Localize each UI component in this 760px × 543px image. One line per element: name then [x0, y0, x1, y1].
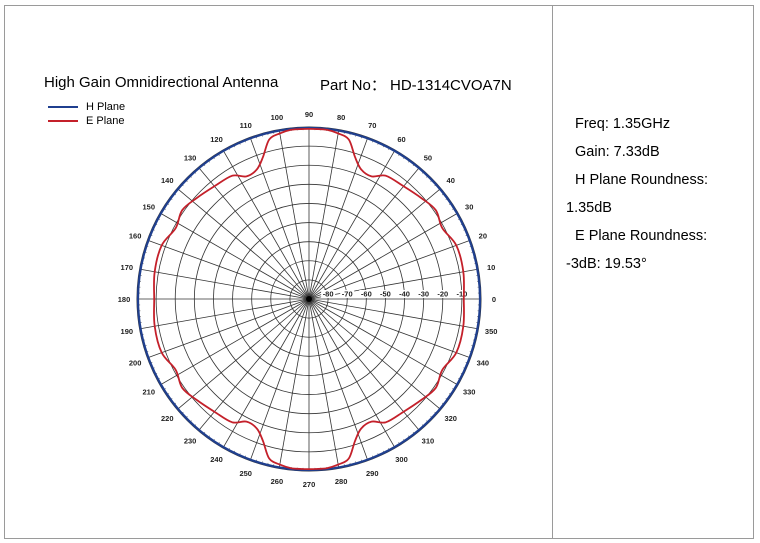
angle-tick-label: 340 — [477, 358, 490, 367]
grid-spoke — [308, 166, 420, 300]
product-title: High Gain Omnidirectional Antenna — [44, 74, 279, 91]
angle-tick-label: 60 — [397, 135, 405, 144]
grid-spoke — [278, 129, 310, 300]
radial-tick-label: -30 — [418, 290, 429, 299]
grid-spoke — [176, 188, 310, 300]
radial-tick-label-bg — [321, 290, 336, 298]
angle-tick-label: 130 — [184, 153, 197, 162]
angle-tick-label: 90 — [305, 110, 313, 119]
angle-tick-label: 70 — [368, 121, 376, 130]
angle-tick-label: 0 — [492, 295, 496, 304]
center-point — [306, 296, 312, 302]
radial-tick-label: -20 — [437, 290, 448, 299]
legend-swatch-h-plane — [48, 106, 78, 108]
radial-tick-label-bg — [416, 290, 431, 298]
panel-divider — [552, 5, 553, 539]
grid-spoke — [176, 298, 310, 410]
grid-spoke — [308, 298, 459, 386]
angle-tick-label: 350 — [485, 327, 498, 336]
legend-item-e-plane: E Plane — [48, 114, 125, 128]
angle-tick-label: 160 — [129, 232, 142, 241]
angle-tick-label: 300 — [395, 455, 408, 464]
grid-spoke — [198, 298, 310, 432]
angle-tick-label: 320 — [444, 414, 457, 423]
radial-tick-label: -70 — [342, 290, 353, 299]
radial-tick-label-bg — [435, 290, 450, 298]
angle-tick-label: 120 — [210, 135, 223, 144]
angle-tick-label: 20 — [479, 232, 487, 241]
grid-spoke — [139, 298, 310, 330]
grid-spoke — [159, 212, 310, 300]
angle-tick-label: 40 — [447, 176, 455, 185]
angle-tick-label: 50 — [424, 153, 432, 162]
angle-tick-label: 140 — [161, 176, 174, 185]
radial-tick-label-bg — [359, 290, 374, 298]
part-number: Part No： HD-1314CVOA7N — [320, 77, 512, 94]
legend-item-h-plane: H Plane — [48, 100, 125, 114]
angle-tick-label: 260 — [271, 477, 284, 486]
grid-spoke — [139, 268, 310, 300]
radial-tick-label-bg — [340, 290, 355, 298]
angle-tick-label: 30 — [465, 203, 473, 212]
grid-spoke — [308, 212, 459, 300]
grid-spoke — [308, 188, 442, 300]
grid-spoke — [308, 129, 340, 300]
angle-tick-label: 270 — [303, 480, 316, 489]
spec-h-roundness-value: 1.35dB — [566, 200, 612, 216]
radial-tick-label-bg — [378, 290, 393, 298]
angle-tick-label: 310 — [422, 437, 435, 446]
spec-e-roundness-value: -3dB: 19.53° — [566, 256, 647, 272]
spec-h-roundness-label: H Plane Roundness: — [575, 172, 708, 188]
angle-tick-label: 280 — [335, 477, 348, 486]
page-frame — [4, 5, 754, 539]
chart-legend: H Plane E Plane — [48, 100, 125, 128]
angle-tick-label: 220 — [161, 414, 174, 423]
spec-gain: Gain: 7.33dB — [575, 144, 660, 160]
radial-tick-label: -10 — [456, 290, 467, 299]
legend-label-h-plane: H Plane — [86, 100, 126, 113]
angle-tick-label: 80 — [337, 113, 345, 122]
radial-tick-label: -60 — [361, 290, 372, 299]
angle-tick-label: 150 — [143, 203, 156, 212]
spec-e-roundness-label: E Plane Roundness: — [575, 228, 708, 244]
angle-tick-label: 330 — [463, 388, 476, 397]
grid-spoke — [308, 298, 420, 432]
angle-tick-label: 180 — [118, 295, 131, 304]
grid-spoke — [159, 298, 310, 386]
angle-tick-label: 190 — [121, 327, 134, 336]
angle-tick-label: 10 — [487, 263, 495, 272]
grid-spoke — [308, 298, 442, 410]
angle-tick-label: 290 — [366, 469, 379, 478]
series-e-plane — [153, 128, 465, 470]
grid-spoke — [308, 268, 479, 300]
radial-tick-label-bg — [454, 290, 469, 298]
grid-spoke — [198, 166, 310, 300]
angle-tick-label: 110 — [240, 121, 252, 130]
grid-spoke — [308, 298, 340, 469]
grid-spoke — [308, 298, 471, 359]
grid-spoke — [308, 239, 471, 300]
angle-tick-label: 100 — [271, 113, 284, 122]
radial-tick-label: -40 — [399, 290, 410, 299]
angle-tick-label: 240 — [210, 455, 223, 464]
angle-tick-label: 230 — [184, 437, 197, 446]
grid-spoke — [147, 239, 310, 300]
grid-spoke — [278, 298, 310, 469]
series-h-plane — [136, 126, 482, 472]
angle-tick-label: 200 — [129, 358, 142, 367]
legend-swatch-e-plane — [48, 120, 78, 122]
grid-spoke — [147, 298, 310, 359]
radial-tick-label-bg — [397, 290, 412, 298]
radial-tick-label: -50 — [380, 290, 391, 299]
grid-spoke — [308, 298, 479, 330]
angle-tick-label: 170 — [121, 263, 134, 272]
polar-chart: 0 10 20 30 40 50 60 70 80 90 100 110 120 130 140 150 160… — [118, 110, 498, 489]
legend-label-e-plane: E Plane — [86, 114, 125, 127]
spec-freq: Freq: 1.35GHz — [575, 116, 671, 132]
radial-tick-label: -80 — [323, 290, 334, 299]
angle-tick-label: 210 — [143, 388, 156, 397]
angle-tick-label: 250 — [239, 469, 252, 478]
